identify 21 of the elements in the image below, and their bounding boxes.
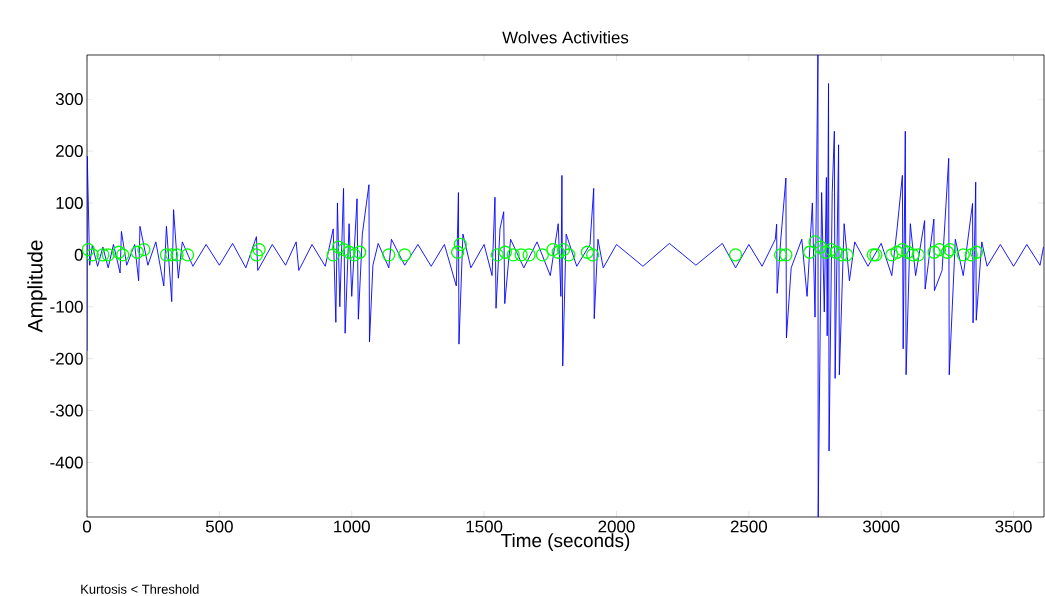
y-tick-label: -100	[50, 300, 83, 313]
y-tick-label: -200	[50, 352, 83, 365]
x-tick-label: 2000	[598, 520, 635, 533]
x-tick-label: 2500	[730, 520, 768, 533]
y-tick-label: 0	[74, 248, 83, 261]
x-tick-label: 1500	[466, 520, 503, 533]
y-tick-label: 200	[56, 145, 83, 158]
x-tick-label: 0	[82, 520, 92, 533]
x-tick-label: 500	[205, 520, 233, 533]
y-tick-label: 300	[55, 93, 83, 106]
y-tick-label: -300	[50, 404, 83, 417]
x-tick-label: 3000	[863, 520, 900, 533]
y-axis-title: Amplitude	[27, 240, 47, 333]
chart-title: Wolves Activities	[502, 31, 629, 44]
y-tick-label: 100	[56, 196, 83, 209]
x-axis-title: Time (seconds)	[501, 533, 630, 551]
text: Kurtosis < Threshold	[81, 584, 199, 594]
x-tick-label: 3500	[995, 520, 1032, 533]
line-series	[87, 54, 1044, 517]
y-tick-label: -400	[50, 456, 83, 469]
x-tick-label: 1000	[334, 520, 370, 533]
